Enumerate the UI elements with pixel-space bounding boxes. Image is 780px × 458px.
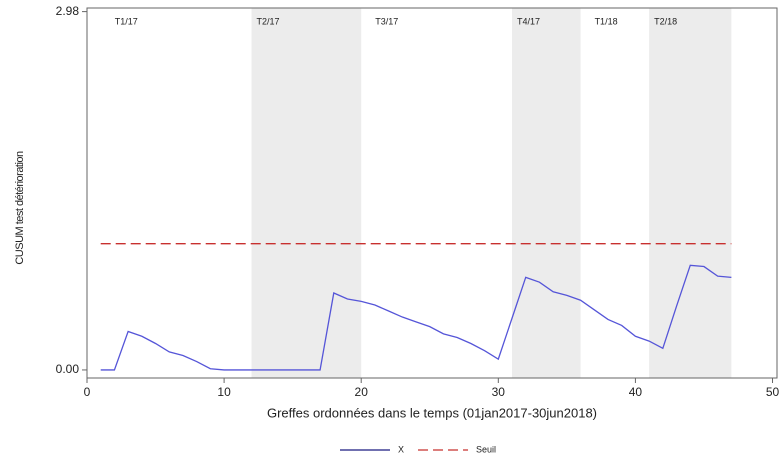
period-band [251,8,362,378]
x-tick-label: 30 [492,385,506,399]
period-label: T3/17 [375,16,398,26]
x-tick-label: 40 [629,385,643,399]
x-tick-label: 20 [355,385,369,399]
y-tick-label: 0.00 [56,362,80,376]
period-label: T1/17 [115,16,138,26]
x-tick-label: 10 [217,385,231,399]
period-label: T2/17 [257,16,280,26]
period-label: T2/18 [654,16,677,26]
y-axis-label: CUSUM test détérioration [14,151,26,265]
series-line [100,264,732,371]
period-band [512,8,581,378]
y-tick-label: 2.98 [56,4,80,18]
period-label: T4/17 [517,16,540,26]
x-tick-label: 50 [766,385,780,399]
legend-label: Seuil [476,444,496,454]
legend-label: X [398,444,404,454]
x-axis-label: Greffes ordonnées dans le temps (01jan20… [267,405,597,420]
x-tick-label: 0 [84,385,91,399]
period-label: T1/18 [595,16,618,26]
period-band [649,8,732,378]
plot-frame [86,7,778,379]
